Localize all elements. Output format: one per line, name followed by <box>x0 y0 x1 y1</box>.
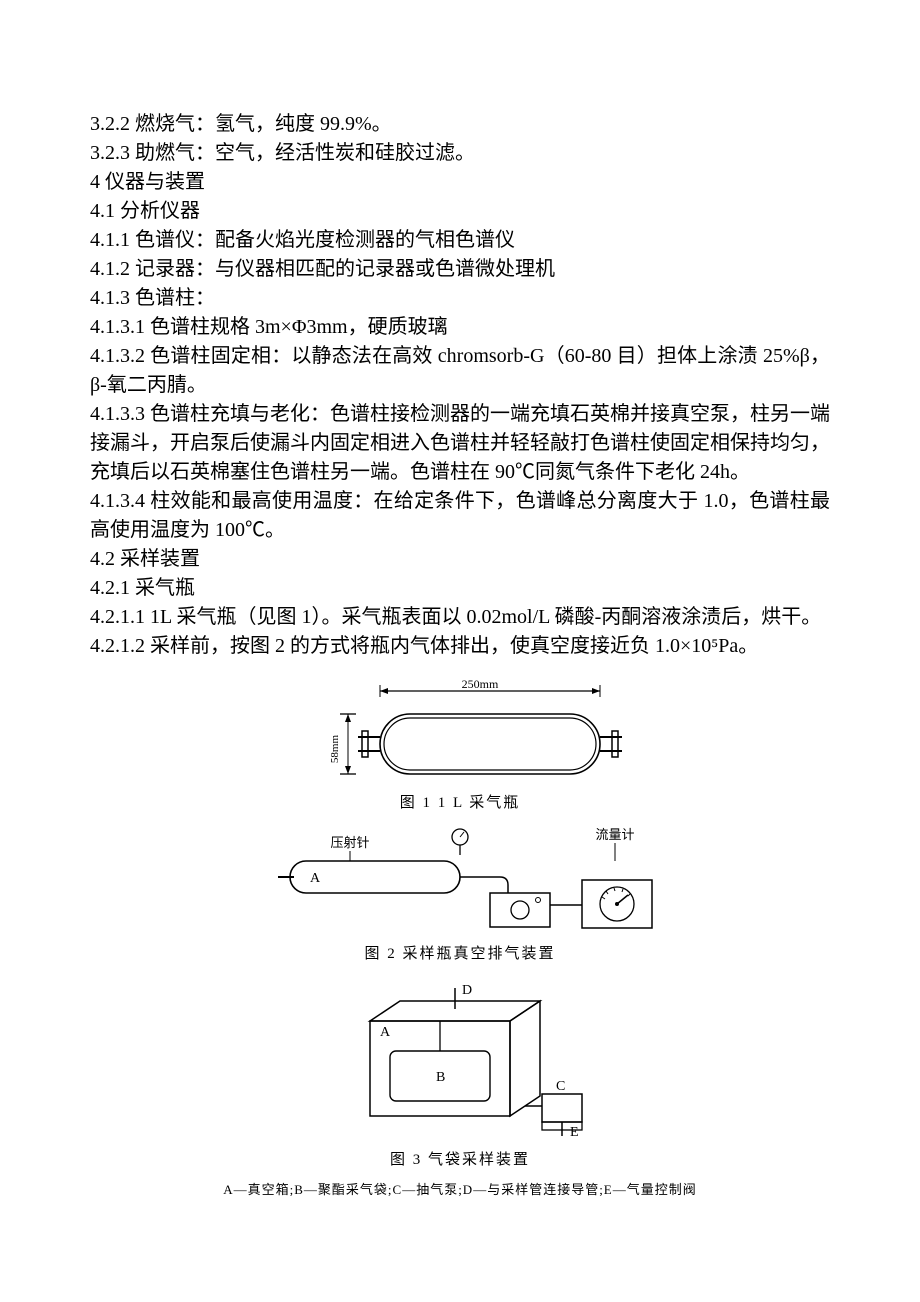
figure-3-subcaption: A—真空箱;B—聚酯采气袋;C—抽气泵;D—与采样管连接导管;E—气量控制阀 <box>90 1181 830 1200</box>
para-4-2-1: 4.2.1 采气瓶 <box>90 574 830 603</box>
para-4-1-2: 4.1.2 记录器：与仪器相匹配的记录器或色谱微处理机 <box>90 255 830 284</box>
fig1-width-label: 250mm <box>462 679 499 691</box>
para-3-2-2: 3.2.2 燃烧气：氢气，纯度 99.9%。 <box>90 110 830 139</box>
figure-3: A B D C E 图 3 气袋采样装置 A—真空箱;B—聚酯采气袋;C—抽气泵… <box>90 976 830 1201</box>
fig1-height-label: 58mm <box>329 735 341 764</box>
figure-1-caption: 图 1 1 L 采气瓶 <box>90 793 830 815</box>
gas-bag-device-icon: A B D C E <box>310 976 610 1146</box>
figure-2: 压射针 流量计 A <box>90 825 830 966</box>
para-4-1-3-4: 4.1.3.4 柱效能和最高使用温度：在给定条件下，色谱峰总分离度大于 1.0，… <box>90 487 830 545</box>
vacuum-device-icon: 压射针 流量计 A <box>250 825 670 940</box>
fig3-label-a: A <box>380 1025 391 1040</box>
fig2-needle-label: 压射针 <box>330 835 369 850</box>
figure-3-caption: 图 3 气袋采样装置 <box>90 1150 830 1172</box>
fig3-label-d: D <box>462 983 472 998</box>
gas-bottle-icon: 250mm 58mm <box>280 679 640 789</box>
para-4-1-3-2: 4.1.3.2 色谱柱固定相：以静态法在高效 chromsorb-G（60-80… <box>90 342 830 400</box>
figure-1: 250mm 58mm 图 1 1 L 采气瓶 <box>90 679 830 815</box>
fig2-letter-a: A <box>310 871 321 886</box>
para-4-1-1: 4.1.1 色谱仪：配备火焰光度检测器的气相色谱仪 <box>90 226 830 255</box>
para-4-1: 4.1 分析仪器 <box>90 197 830 226</box>
figure-2-caption: 图 2 采样瓶真空排气装置 <box>90 944 830 966</box>
para-4-1-3-1: 4.1.3.1 色谱柱规格 3m×Φ3mm，硬质玻璃 <box>90 313 830 342</box>
fig3-label-c: C <box>556 1079 565 1094</box>
fig3-label-e: E <box>570 1125 579 1140</box>
para-4-2-1-2: 4.2.1.2 采样前，按图 2 的方式将瓶内气体排出，使真空度接近负 1.0×… <box>90 632 830 661</box>
para-4-1-3-3: 4.1.3.3 色谱柱充填与老化：色谱柱接检测器的一端充填石英棉并接真空泵，柱另… <box>90 400 830 487</box>
para-4: 4 仪器与装置 <box>90 168 830 197</box>
para-4-2-1-1: 4.2.1.1 1L 采气瓶（见图 1）。采气瓶表面以 0.02mol/L 磷酸… <box>90 603 830 632</box>
para-4-2: 4.2 采样装置 <box>90 545 830 574</box>
para-3-2-3: 3.2.3 助燃气：空气，经活性炭和硅胶过滤。 <box>90 139 830 168</box>
para-4-1-3: 4.1.3 色谱柱： <box>90 284 830 313</box>
figures-container: 250mm 58mm 图 1 1 L 采气瓶 <box>90 679 830 1200</box>
fig3-label-b: B <box>436 1070 445 1085</box>
fig2-meter-label: 流量计 <box>595 827 634 842</box>
document-page: 3.2.2 燃烧气：氢气，纯度 99.9%。 3.2.3 助燃气：空气，经活性炭… <box>0 0 920 1268</box>
